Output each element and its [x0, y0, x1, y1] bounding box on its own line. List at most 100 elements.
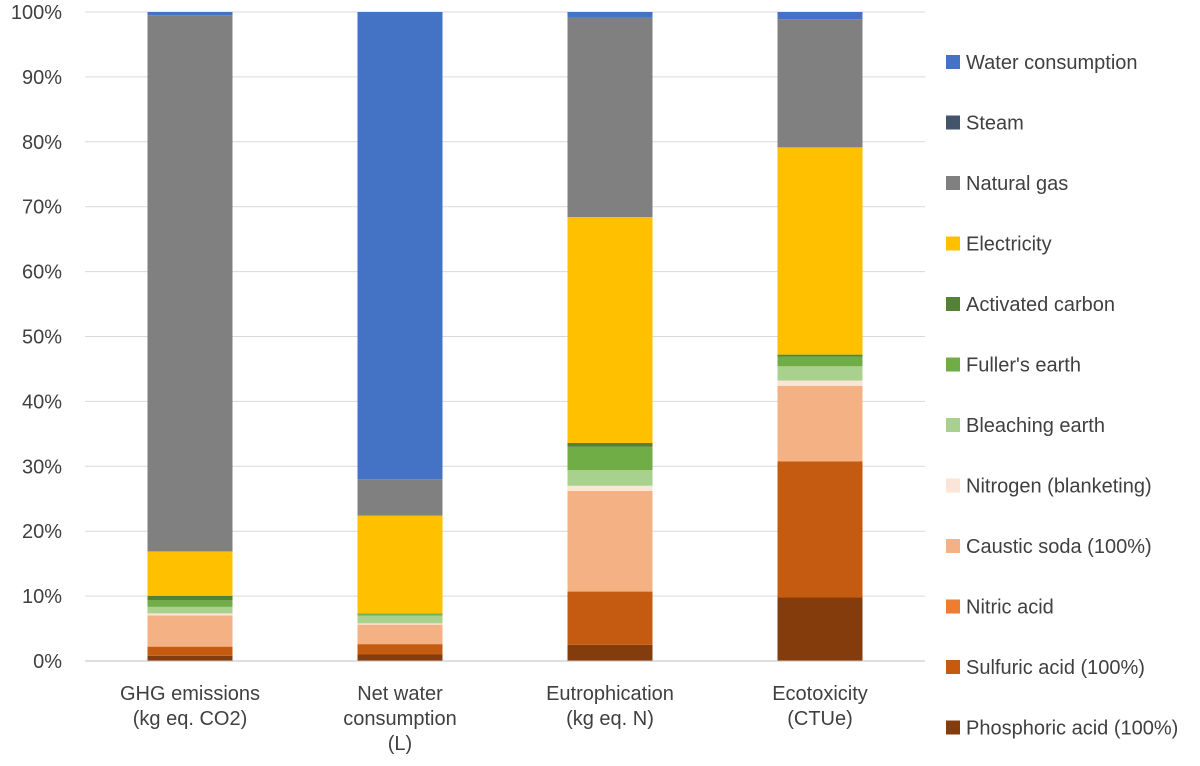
legend-item: Natural gas: [946, 173, 1068, 195]
bar-stack: [567, 12, 653, 661]
bar-segment-nitrogen-blanketing: [357, 623, 443, 625]
bar-segment-electricity: [147, 551, 233, 596]
legend-label: Water consumption: [966, 52, 1138, 74]
legend-item: Bleaching earth: [946, 415, 1105, 437]
legend-item: Fuller's earth: [946, 355, 1081, 377]
bar-segment-caustic-soda-100: [567, 490, 653, 592]
bar-segment-natural-gas: [357, 479, 443, 516]
bar-segment-fuller-s-earth: [147, 600, 233, 607]
bar-segment-sulfuric-acid-100: [357, 644, 443, 655]
x-category-label: Eutrophication (kg eq. N): [546, 683, 674, 730]
bar-segment-phosphoric-acid-100: [777, 597, 863, 661]
legend-swatch: [946, 660, 960, 674]
bar-segment-phosphoric-acid-100: [147, 655, 233, 661]
bar-segment-phosphoric-acid-100: [567, 644, 653, 661]
y-tick-label: 80%: [22, 132, 62, 154]
y-tick-label: 100%: [11, 2, 62, 24]
bar-segment-natural-gas: [777, 19, 863, 148]
y-tick-label: 60%: [22, 262, 62, 284]
bar-segment-water-consumption: [147, 12, 233, 16]
legend-label: Phosphoric acid (100%): [966, 718, 1178, 740]
bar-segment-sulfuric-acid-100: [147, 646, 233, 656]
legend-label: Caustic soda (100%): [966, 536, 1152, 558]
legend-swatch: [946, 357, 960, 372]
bar-stack: [357, 12, 443, 661]
legend-swatch: [946, 55, 960, 69]
legend-label: Fuller's earth: [966, 355, 1081, 377]
bar-segment-activated-carbon: [147, 595, 233, 601]
legend-swatch: [946, 115, 960, 130]
y-tick-label: 20%: [22, 521, 62, 543]
bar-segment-fuller-s-earth: [357, 614, 443, 616]
bar-segment-caustic-soda-100: [357, 624, 443, 645]
legend-label: Bleaching earth: [966, 415, 1105, 437]
legend-item: Electricity: [946, 234, 1052, 256]
bar-segment-caustic-soda-100: [777, 385, 863, 462]
bar-segment-nitrogen-blanketing: [567, 485, 653, 491]
bar-stack: [147, 12, 233, 661]
bar-segment-sulfuric-acid-100: [567, 591, 653, 645]
legend-item: Activated carbon: [946, 294, 1115, 316]
x-axis-category-labels: GHG emissions (kg eq. CO2) Net water consum…: [120, 683, 868, 755]
legend-item: Caustic soda (100%): [946, 536, 1152, 558]
legend-item: Sulfuric acid (100%): [946, 657, 1145, 679]
legend-swatch: [946, 297, 960, 311]
bar-segment-bleaching-earth: [567, 470, 653, 486]
legend-swatch: [946, 539, 960, 553]
legend-label: Nitric acid: [966, 597, 1054, 619]
y-axis-tick-labels: 0% 10% 20% 30% 40% 50% 60% 70% 80% 90% 100%: [11, 2, 62, 673]
x-category-label: Net water consumption (L): [343, 683, 456, 755]
bar-segment-electricity: [567, 217, 653, 443]
y-tick-label: 30%: [22, 456, 62, 478]
bar-segment-activated-carbon: [357, 613, 443, 615]
bar-segment-water-consumption: [567, 12, 653, 18]
bar-segment-nitrogen-blanketing: [147, 613, 233, 616]
bar-segment-fuller-s-earth: [777, 356, 863, 367]
bar-segment-bleaching-earth: [147, 606, 233, 614]
bar-segment-sulfuric-acid-100: [777, 461, 863, 598]
y-tick-label: 90%: [22, 67, 62, 89]
y-tick-label: 10%: [22, 586, 62, 608]
legend-item: Phosphoric acid (100%): [946, 718, 1178, 740]
legend: Water consumption Steam Natural gas Electri…: [946, 52, 1178, 740]
legend-label: Sulfuric acid (100%): [966, 657, 1145, 679]
legend-swatch: [946, 478, 960, 493]
legend-swatch: [946, 236, 960, 251]
bar-segment-nitrogen-blanketing: [777, 380, 863, 386]
legend-label: Nitrogen (blanketing): [966, 476, 1152, 498]
legend-label: Electricity: [966, 234, 1052, 256]
bar-segment-fuller-s-earth: [567, 446, 653, 471]
bar-segment-water-consumption: [357, 12, 443, 480]
y-tick-label: 0%: [33, 651, 62, 673]
bar-segment-caustic-soda-100: [147, 615, 233, 647]
legend-label: Natural gas: [966, 173, 1068, 195]
legend-swatch: [946, 176, 960, 190]
legend-item: Nitrogen (blanketing): [946, 476, 1152, 498]
bar-segment-phosphoric-acid-100: [357, 654, 443, 661]
bar-segment-bleaching-earth: [777, 366, 863, 381]
y-tick-label: 50%: [22, 327, 62, 349]
bar-segment-activated-carbon: [777, 354, 863, 357]
legend-swatch: [946, 720, 960, 735]
bar-segment-water-consumption: [777, 12, 863, 20]
y-tick-label: 40%: [22, 391, 62, 413]
legend-swatch: [946, 599, 960, 614]
legend-swatch: [946, 418, 960, 432]
legend-label: Steam: [966, 113, 1024, 135]
bar-segment-natural-gas: [567, 17, 653, 218]
bar-segment-electricity: [777, 147, 863, 355]
bar-segment-natural-gas: [147, 15, 233, 552]
x-category-label: GHG emissions (kg eq. CO2): [120, 683, 260, 730]
legend-item: Steam: [946, 113, 1024, 135]
x-category-label: Ecotoxicity (CTUe): [772, 683, 868, 730]
legend-label: Activated carbon: [966, 294, 1115, 316]
legend-item: Water consumption: [946, 52, 1138, 74]
legend-item: Nitric acid: [946, 597, 1054, 619]
bar-segment-electricity: [357, 515, 443, 614]
bars: [147, 12, 863, 661]
bar-stack: [777, 12, 863, 661]
bar-segment-activated-carbon: [567, 442, 653, 447]
y-tick-label: 70%: [22, 197, 62, 219]
bar-segment-bleaching-earth: [357, 615, 443, 624]
